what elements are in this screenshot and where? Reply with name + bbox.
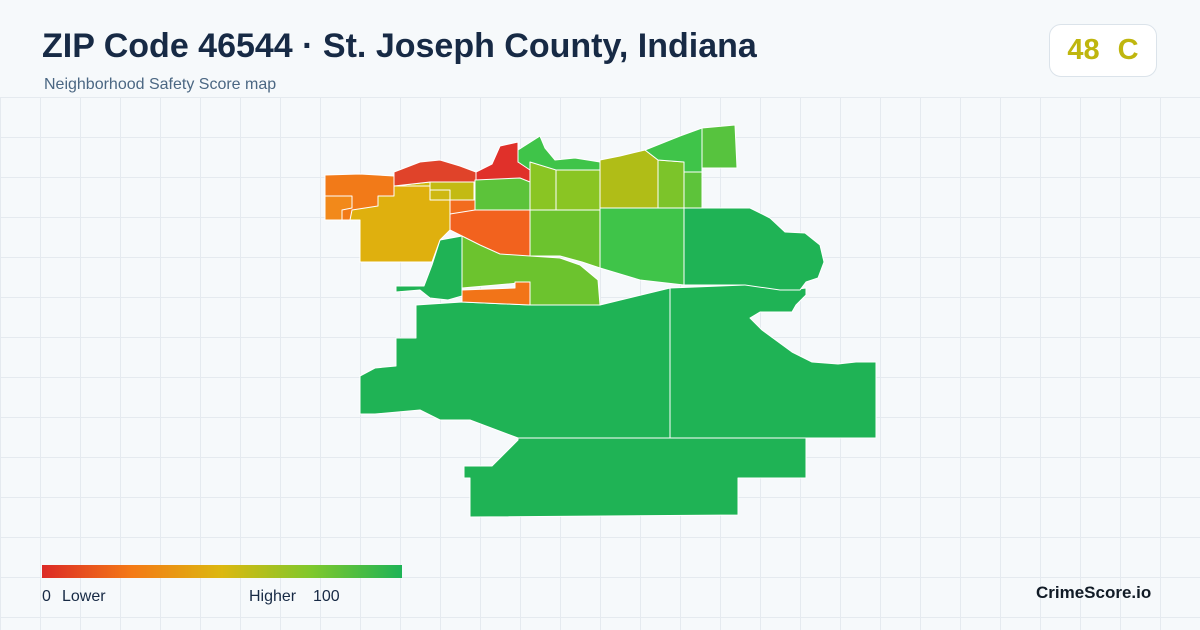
map-region-south-large[interactable] — [463, 437, 807, 518]
score-value: 48 — [1067, 34, 1100, 66]
map-region-northeast-tip[interactable] — [701, 124, 738, 169]
legend-min-label: Lower — [62, 588, 106, 605]
map-region-mid-orange-small[interactable] — [461, 281, 531, 306]
legend-max-value: 100 — [313, 588, 340, 605]
page-subtitle: Neighborhood Safety Score map — [44, 76, 277, 93]
map-region-north-green-6[interactable] — [683, 171, 703, 209]
map-region-west-large[interactable] — [359, 287, 671, 439]
map-region-north-green-4[interactable] — [657, 159, 685, 209]
header: ZIP Code 46544 · St. Joseph County, Indi… — [0, 0, 1200, 97]
map-region-east-large[interactable] — [669, 284, 877, 439]
map-region-north-green-2[interactable] — [529, 161, 557, 211]
map-region-mid-green-3[interactable] — [599, 207, 685, 286]
map-region-west-orange-2[interactable] — [449, 199, 476, 215]
map-region-north-red[interactable] — [393, 159, 477, 187]
legend-max-label: Higher — [249, 588, 297, 605]
map-region-north-green-3[interactable] — [555, 169, 601, 211]
brand-logo-text: CrimeScore.io — [1036, 583, 1152, 602]
map-region-north-olive[interactable] — [599, 149, 659, 209]
map-region-west-orange-small[interactable] — [324, 195, 353, 221]
score-grade: C — [1117, 34, 1139, 66]
score-badge: 48 C — [1049, 24, 1157, 77]
legend-min-value: 0 — [42, 588, 51, 605]
legend-gradient-bar — [42, 565, 402, 578]
page-title: ZIP Code 46544 · St. Joseph County, Indi… — [42, 27, 757, 65]
map-region-center-green[interactable] — [474, 177, 531, 211]
map-region-northeast-large[interactable] — [683, 207, 825, 291]
